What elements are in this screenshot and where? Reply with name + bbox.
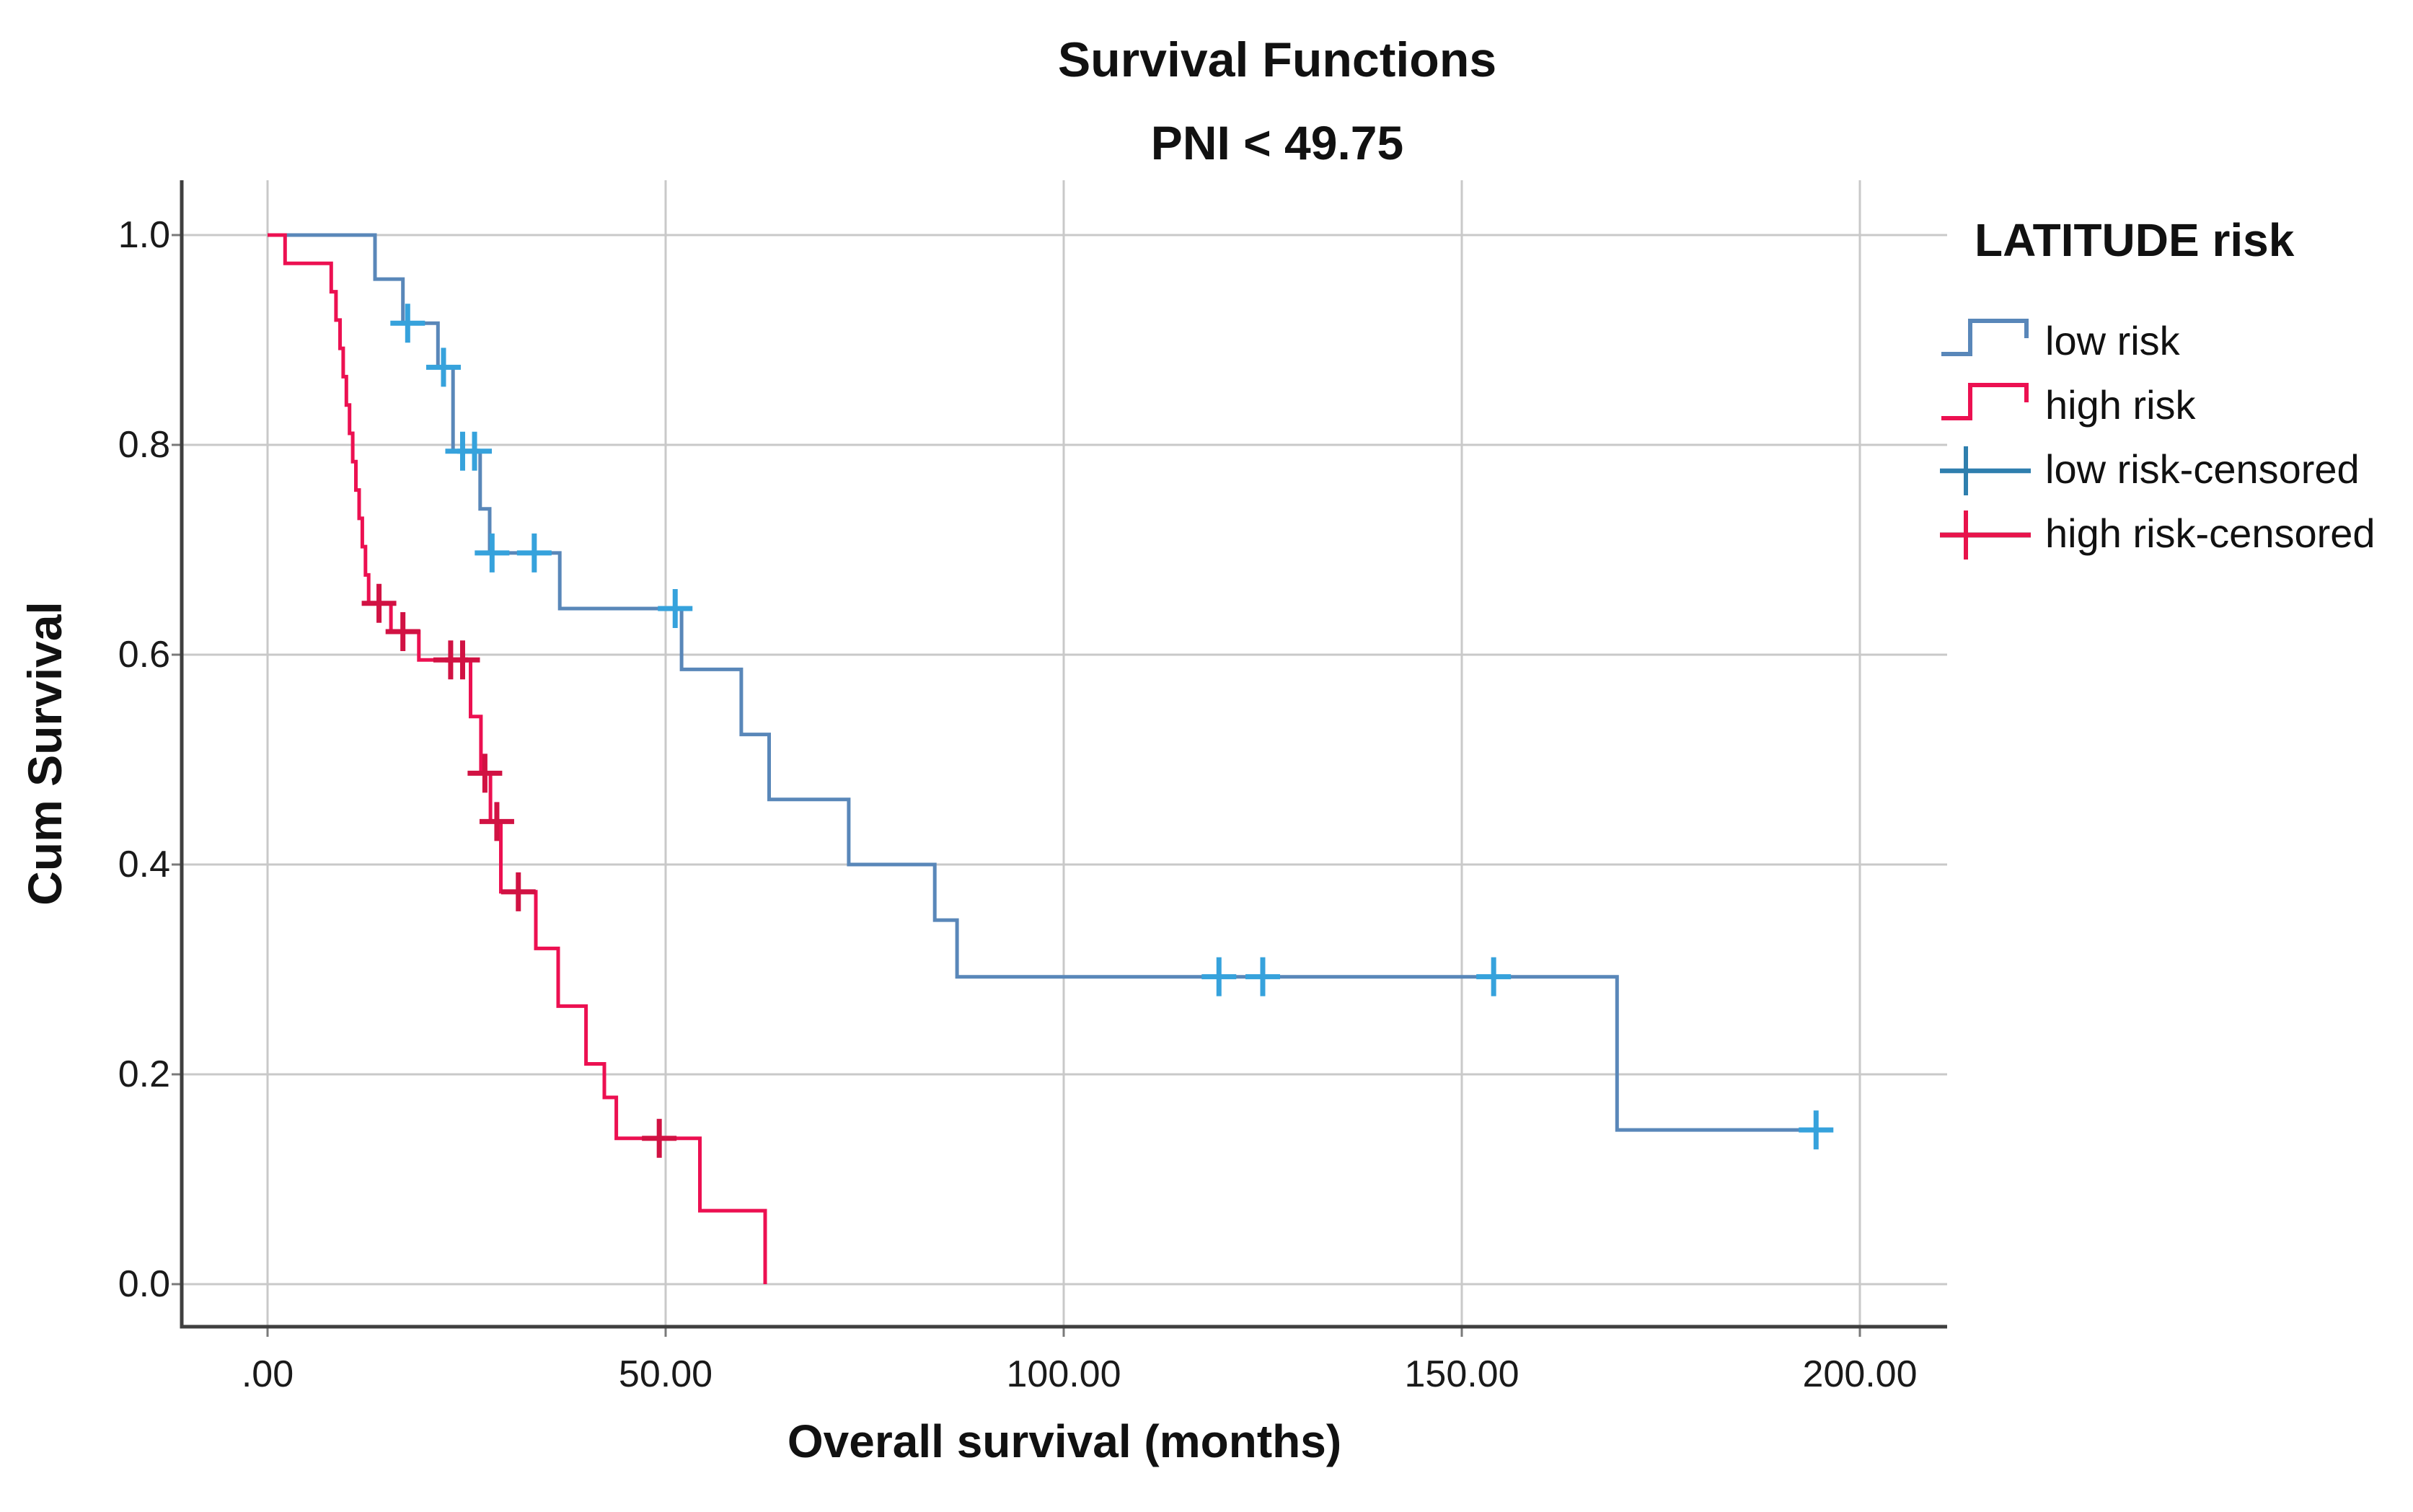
censor-mark-low-risk [390, 304, 425, 343]
x-tick-label: 100.00 [1006, 1353, 1121, 1395]
legend-item: low risk [1938, 309, 2375, 373]
legend-swatch-glyph [1941, 318, 2029, 356]
legend-swatch-glyph [1940, 446, 2031, 495]
censor-mark-low-risk [1476, 957, 1512, 996]
legend-item-label: low risk-censored [2045, 446, 2360, 492]
censor-mark-high-risk [445, 640, 480, 680]
chart-title: Survival Functions [1057, 32, 1497, 87]
x-tick-label: 200.00 [1802, 1353, 1918, 1395]
legend-items: low risk high risk low risk-censored high r… [1938, 309, 2375, 565]
censor-mark-high-risk [642, 1118, 677, 1158]
legend-swatch-glyph [1941, 382, 2029, 420]
y-tick-label: 0.0 [118, 1263, 170, 1305]
legend-item: high risk-censored [1938, 501, 2375, 565]
censor-mark-low-risk [425, 348, 461, 387]
x-tick-label: 150.00 [1404, 1353, 1519, 1395]
censor-mark-low-risk [516, 533, 552, 572]
y-tick-label: 0.6 [118, 634, 170, 676]
censor-mark-high-risk [385, 611, 420, 651]
legend-censor-mark-swatch [1940, 510, 2031, 560]
x-tick-label: .00 [241, 1353, 294, 1395]
legend-step-line-swatch [1941, 382, 2029, 420]
legend-item-label: high risk-censored [2045, 510, 2375, 556]
legend-swatch-glyph [1940, 510, 2031, 560]
y-axis-title: Cum Survival [18, 601, 71, 906]
legend-item: high risk [1938, 373, 2375, 437]
censor-mark-low-risk [475, 533, 510, 572]
censor-mark-low-risk [1245, 957, 1280, 996]
axis-frame [180, 180, 1947, 1329]
y-tick-label: 1.0 [118, 214, 170, 256]
censor-mark-high-risk [361, 583, 397, 623]
censor-mark-high-risk [500, 872, 536, 911]
legend: LATITUDE risk low risk high risk low risk-… [1938, 213, 2375, 565]
legend-censor-mark-swatch [1940, 446, 2031, 495]
censor-mark-low-risk [1799, 1110, 1834, 1150]
censor-mark-low-risk [1201, 957, 1237, 996]
x-axis-title: Overall survival (months) [787, 1415, 1342, 1467]
y-tick-label: 0.4 [118, 844, 170, 885]
legend-step-line-swatch [1941, 318, 2029, 356]
legend-item-label: high risk [2045, 382, 2196, 428]
y-tick-label: 0.8 [118, 424, 170, 466]
legend-item: low risk-censored [1938, 437, 2375, 501]
censor-mark-low-risk [658, 588, 693, 628]
chart-subtitle: PNI < 49.75 [1150, 116, 1404, 169]
censor-mark-high-risk [479, 802, 514, 841]
legend-item-label: low risk [2045, 318, 2180, 363]
y-tick-label: 0.2 [118, 1053, 170, 1095]
censor-mark-high-risk [467, 753, 503, 793]
legend-title: LATITUDE risk [1975, 214, 2295, 266]
survival-curve-low-risk [268, 233, 1832, 1132]
survival-curve-high-risk [268, 233, 767, 1284]
x-tick-label: 50.00 [618, 1353, 713, 1395]
censor-mark-low-risk [457, 431, 493, 471]
